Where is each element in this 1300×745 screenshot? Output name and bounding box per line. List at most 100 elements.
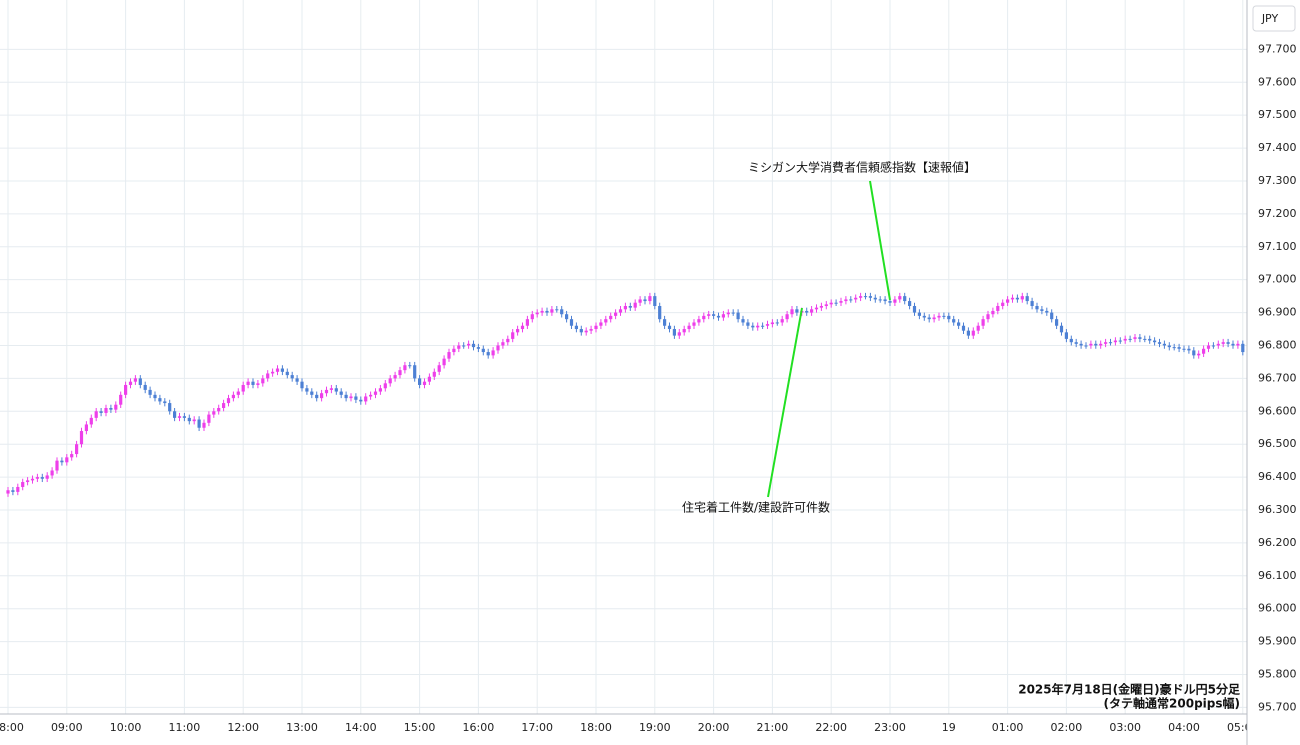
candle-body xyxy=(834,302,838,304)
chart-title: 2025年7月18日(金曜日)豪ドル円5分足 xyxy=(1018,682,1240,697)
candle-body xyxy=(467,343,471,346)
candle-body xyxy=(315,394,319,399)
candle-body xyxy=(1206,345,1211,349)
candle-body xyxy=(1050,312,1054,320)
candle-body xyxy=(1118,340,1122,342)
candle-body xyxy=(785,314,789,320)
candle-body xyxy=(89,417,93,425)
candle-body xyxy=(369,394,373,397)
candle-body xyxy=(1236,343,1240,346)
candle-body xyxy=(496,345,500,351)
candle-body xyxy=(349,396,353,399)
candle-body xyxy=(756,325,760,328)
candle-body xyxy=(912,306,917,313)
candle-body xyxy=(79,431,84,445)
candle-body xyxy=(922,315,926,318)
candle-body xyxy=(398,370,402,376)
candle-body xyxy=(285,371,289,376)
candle-body xyxy=(506,338,510,343)
annotation-leader xyxy=(767,307,803,498)
candle-body xyxy=(187,417,191,422)
candle-body xyxy=(471,343,476,348)
candle-body xyxy=(1211,345,1215,347)
candle-body xyxy=(408,365,412,367)
candle-body xyxy=(437,365,441,372)
candle-body xyxy=(726,312,730,315)
candle-body xyxy=(192,419,196,422)
candle-body xyxy=(702,315,706,320)
x-tick-label: 22:00 xyxy=(815,721,847,734)
candle-body xyxy=(305,388,309,392)
candle-body xyxy=(957,322,961,326)
candle-body xyxy=(158,398,162,402)
candle-body xyxy=(501,342,505,346)
candle-body xyxy=(261,378,265,384)
candle-body xyxy=(50,470,54,476)
candle-body xyxy=(1197,353,1201,356)
candle-body xyxy=(648,296,652,302)
candle-body xyxy=(677,332,681,336)
candle-body xyxy=(1089,343,1093,346)
candle-body xyxy=(236,391,240,395)
candle-body xyxy=(893,299,897,303)
candle-body xyxy=(476,347,480,349)
candle-body xyxy=(153,394,157,399)
candle-body xyxy=(516,329,520,333)
candle-body xyxy=(1157,342,1162,344)
candle-body xyxy=(256,383,260,385)
x-tick-label: 16:00 xyxy=(463,721,495,734)
candle-body xyxy=(75,444,79,455)
candle-body xyxy=(275,368,280,372)
candle-body xyxy=(124,384,128,395)
candle-body xyxy=(1167,345,1171,348)
candle-body xyxy=(658,306,662,320)
candle-body xyxy=(1025,296,1029,302)
candle-body xyxy=(844,299,848,302)
x-tick-label: 14:00 xyxy=(345,721,377,734)
candle-body xyxy=(1133,337,1137,339)
y-tick-label: 97.200 xyxy=(1258,207,1297,220)
candle-body xyxy=(746,322,750,326)
candle-body xyxy=(859,296,863,298)
candle-body xyxy=(888,301,892,303)
candle-body xyxy=(863,296,868,298)
candle-body xyxy=(1020,296,1024,300)
y-tick-label: 96.600 xyxy=(1258,404,1297,417)
candle-body xyxy=(94,411,98,418)
candle-body xyxy=(364,396,368,402)
y-tick-label: 95.800 xyxy=(1258,668,1297,681)
candle-body xyxy=(55,460,59,471)
candle-body xyxy=(383,383,387,389)
x-tick-label: 02:00 xyxy=(1051,721,1083,734)
candle-body xyxy=(961,325,966,331)
candle-body xyxy=(1006,299,1010,303)
candle-body xyxy=(775,322,779,324)
candle-body xyxy=(207,414,211,423)
candle-body xyxy=(716,315,721,318)
x-tick-label: 10:00 xyxy=(110,721,142,734)
candle-body xyxy=(310,391,314,395)
candle-body xyxy=(976,325,980,331)
candle-body xyxy=(653,296,657,306)
y-tick-label: 96.500 xyxy=(1258,437,1297,450)
candle-body xyxy=(560,309,564,315)
y-tick-label: 96.900 xyxy=(1258,306,1297,319)
candle-body xyxy=(422,381,427,385)
candle-body xyxy=(790,309,794,315)
x-tick-label: 03:00 xyxy=(1109,721,1141,734)
currency-box xyxy=(1252,5,1296,32)
candle-body xyxy=(1192,350,1196,356)
candle-body xyxy=(1099,343,1103,346)
candle-body xyxy=(427,376,431,382)
candle-body xyxy=(457,345,461,349)
y-axis-panel xyxy=(1247,0,1300,745)
candle-body xyxy=(354,396,358,400)
y-tick-label: 95.700 xyxy=(1258,700,1297,713)
candle-body xyxy=(947,315,951,320)
candle-body xyxy=(618,309,623,313)
candle-body xyxy=(628,306,632,308)
y-tick-label: 95.900 xyxy=(1258,635,1297,648)
candle-body xyxy=(148,389,152,395)
